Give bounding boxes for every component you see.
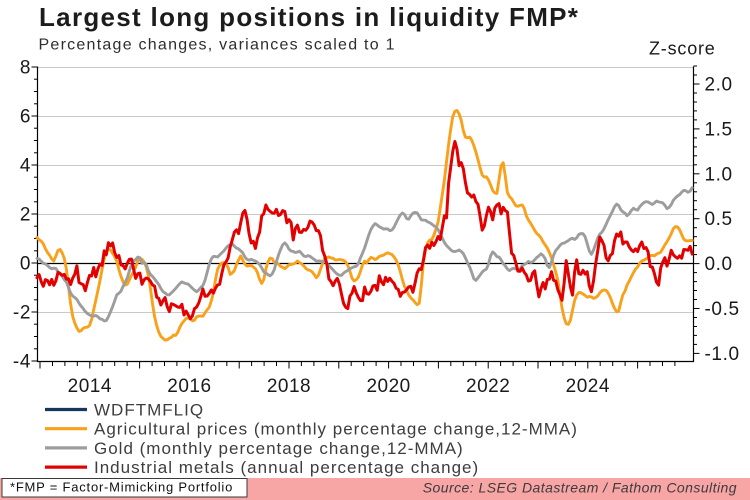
svg-text:4: 4 bbox=[20, 156, 31, 177]
svg-text:6: 6 bbox=[20, 107, 31, 128]
svg-text:2: 2 bbox=[20, 205, 31, 226]
svg-text:-1.0: -1.0 bbox=[705, 344, 740, 365]
svg-text:2.0: 2.0 bbox=[705, 75, 733, 96]
svg-text:8: 8 bbox=[20, 58, 31, 79]
svg-text:2014: 2014 bbox=[68, 376, 112, 397]
svg-text:*FMP = Factor-Mimicking Portfo: *FMP = Factor-Mimicking Portfolio bbox=[10, 480, 233, 495]
svg-text:2016: 2016 bbox=[167, 376, 211, 397]
svg-text:2018: 2018 bbox=[267, 376, 311, 397]
svg-text:2022: 2022 bbox=[466, 376, 510, 397]
svg-text:WDFTMFLIQ: WDFTMFLIQ bbox=[94, 401, 204, 420]
svg-text:2020: 2020 bbox=[366, 376, 410, 397]
svg-text:-0.5: -0.5 bbox=[705, 299, 740, 320]
svg-text:Percentage changes, variances: Percentage changes, variances scaled to … bbox=[39, 37, 396, 54]
svg-text:Industrial metals (annual perc: Industrial metals (annual percentage cha… bbox=[94, 458, 479, 477]
svg-text:2024: 2024 bbox=[566, 376, 610, 397]
svg-text:-2: -2 bbox=[13, 303, 31, 324]
svg-text:Gold (monthly percentage chang: Gold (monthly percentage change,12-MMA) bbox=[94, 439, 464, 458]
svg-text:0: 0 bbox=[20, 254, 31, 275]
svg-text:0.0: 0.0 bbox=[705, 254, 733, 275]
svg-text:-4: -4 bbox=[13, 352, 31, 373]
svg-text:Largest long positions in liqu: Largest long positions in liquidity FMP* bbox=[39, 2, 579, 32]
svg-text:0.5: 0.5 bbox=[705, 209, 733, 230]
svg-text:1.5: 1.5 bbox=[705, 119, 733, 140]
svg-text:Z-score: Z-score bbox=[649, 39, 716, 59]
svg-text:Source: LSEG Datastream / Fath: Source: LSEG Datastream / Fathom Consult… bbox=[423, 480, 737, 496]
svg-text:Agricultural prices (monthly p: Agricultural prices (monthly percentage … bbox=[94, 420, 578, 439]
svg-text:1.0: 1.0 bbox=[705, 164, 733, 185]
